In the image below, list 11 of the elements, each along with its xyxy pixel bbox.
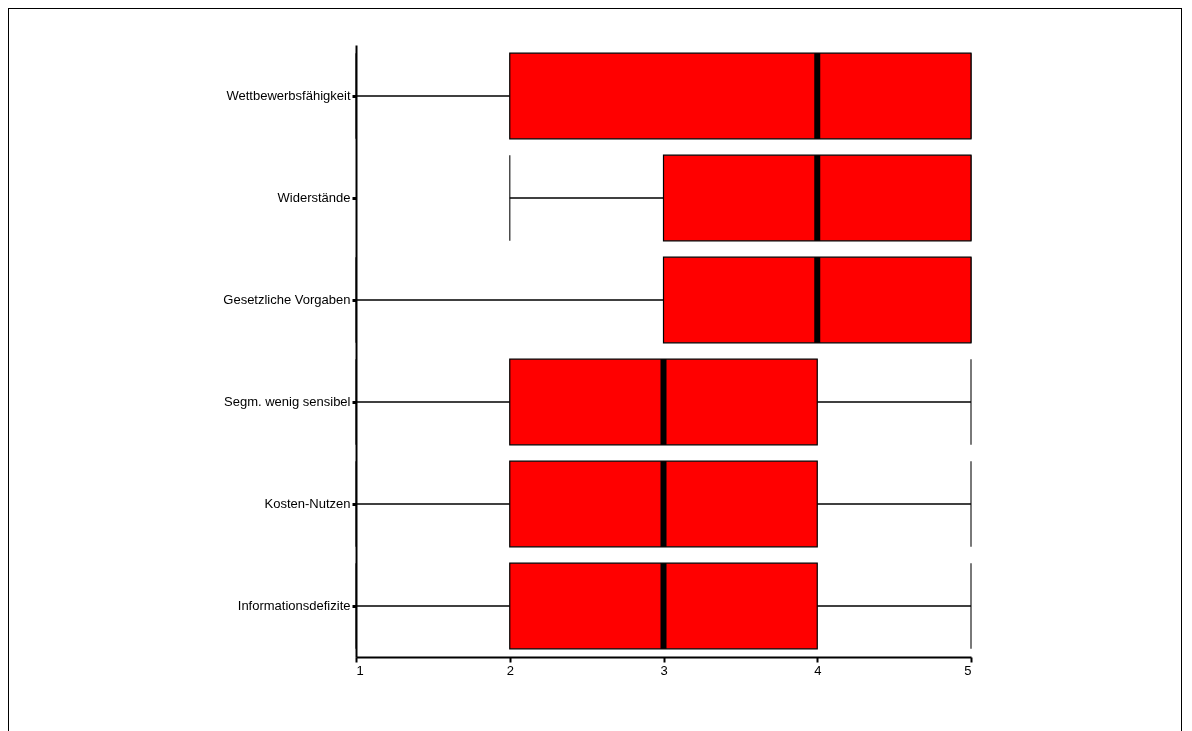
y-tick-label: Segm. wenig sensibel [224, 394, 351, 409]
y-tick-label: Widerstände [277, 190, 351, 205]
x-tick-label: 5 [964, 662, 972, 678]
x-tick-label: 2 [506, 662, 514, 678]
x-tick-label: 4 [814, 662, 822, 678]
y-tick-label: Wettbewerbsfähigkeit [226, 88, 351, 103]
y-tick-label: Kosten-Nutzen [264, 496, 351, 511]
y-tick-label: Gesetzliche Vorgaben [223, 292, 351, 307]
y-tick-label: Informationsdefizite [237, 598, 351, 613]
x-tick-label: 3 [660, 662, 668, 678]
x-tick-label: 1 [356, 662, 364, 678]
